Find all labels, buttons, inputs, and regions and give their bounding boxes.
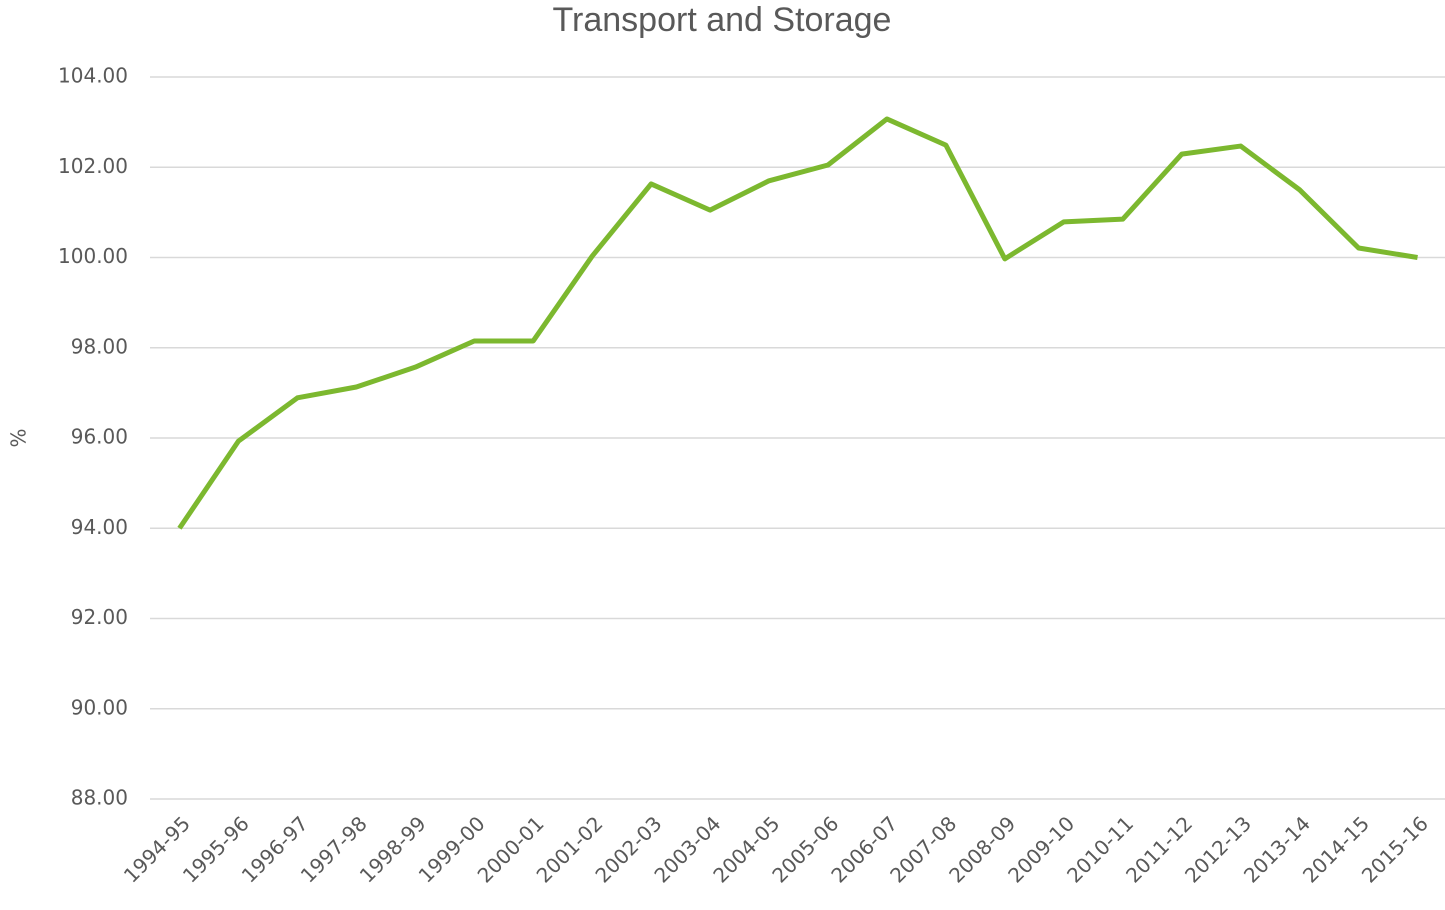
- y-tick-label: 100.00: [58, 244, 128, 268]
- y-axis-label: %: [7, 428, 31, 447]
- y-tick-label: 92.00: [71, 605, 128, 629]
- chart-title: Transport and Storage: [553, 1, 892, 39]
- y-tick-label: 88.00: [71, 786, 128, 810]
- y-tick-label: 98.00: [71, 334, 128, 358]
- y-tick-label: 90.00: [71, 695, 128, 719]
- y-tick-label: 102.00: [58, 154, 128, 178]
- y-tick-label: 94.00: [71, 515, 128, 539]
- y-tick-label: 104.00: [58, 64, 128, 88]
- data-line: [177, 116, 1418, 530]
- y-tick-label: 96.00: [71, 425, 128, 449]
